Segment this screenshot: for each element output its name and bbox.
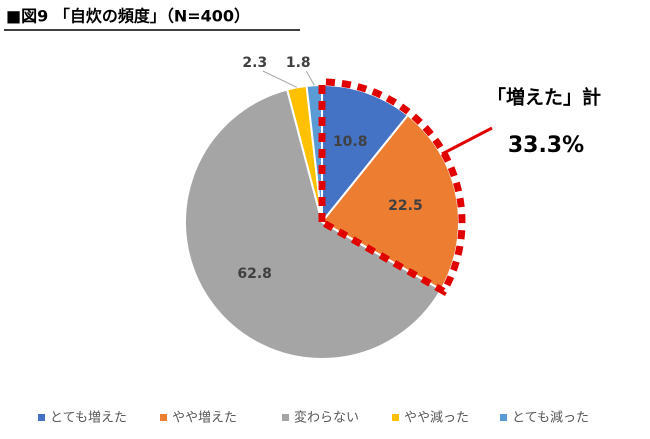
pie-slice — [320, 113, 460, 292]
data-label: 1.8 — [286, 55, 311, 71]
legend-label: とても増えた — [50, 411, 127, 426]
data-label: 10.8 — [333, 134, 368, 150]
legend-label: とても減った — [512, 410, 589, 426]
annotation-pointer — [439, 126, 493, 157]
legend-label: やや減った — [404, 410, 469, 426]
data-label: 22.5 — [388, 198, 423, 214]
legend-label: やや増えた — [172, 411, 237, 426]
chart-title: ■図9 「自炊の頻度」（N=400） — [6, 7, 250, 26]
annotation-label: 「増えた」計 — [487, 86, 601, 109]
legend-swatch — [160, 414, 167, 421]
legend-swatch — [500, 414, 507, 421]
legend-swatch — [38, 414, 45, 421]
legend-swatch — [392, 414, 399, 421]
leader-line — [305, 70, 315, 86]
data-label: 2.3 — [242, 55, 267, 71]
annotation-value: 33.3% — [508, 133, 584, 158]
legend-label: 変わらない — [294, 410, 359, 426]
legend-swatch — [282, 414, 289, 421]
leader-line — [262, 70, 298, 88]
pie-slice — [184, 88, 443, 360]
data-label: 62.8 — [237, 266, 272, 282]
